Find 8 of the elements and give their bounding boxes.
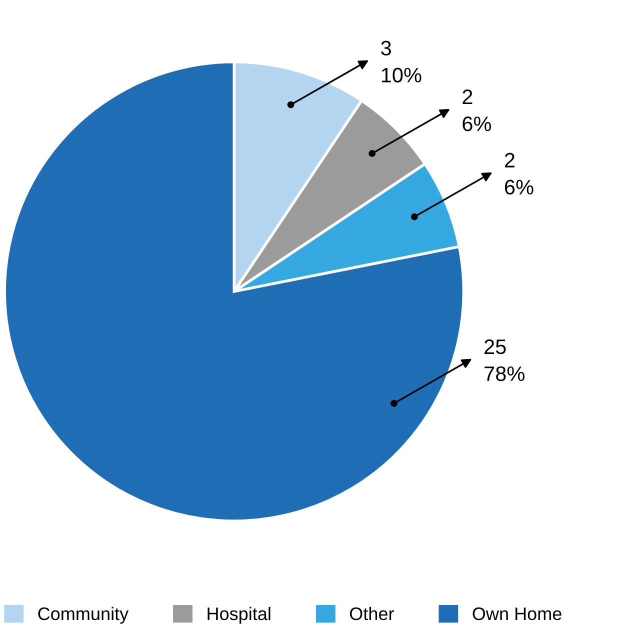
legend-label: Hospital	[208, 606, 270, 624]
data-label: 25 78%	[484, 339, 524, 382]
legend-label: Own Home	[472, 607, 562, 620]
data-label: 3 10%	[381, 40, 422, 82]
data-label: 2 6%	[504, 152, 534, 195]
legend-label: Community	[38, 606, 129, 624]
legend-label: Other	[350, 606, 394, 620]
data-label: 2 6%	[462, 90, 492, 132]
